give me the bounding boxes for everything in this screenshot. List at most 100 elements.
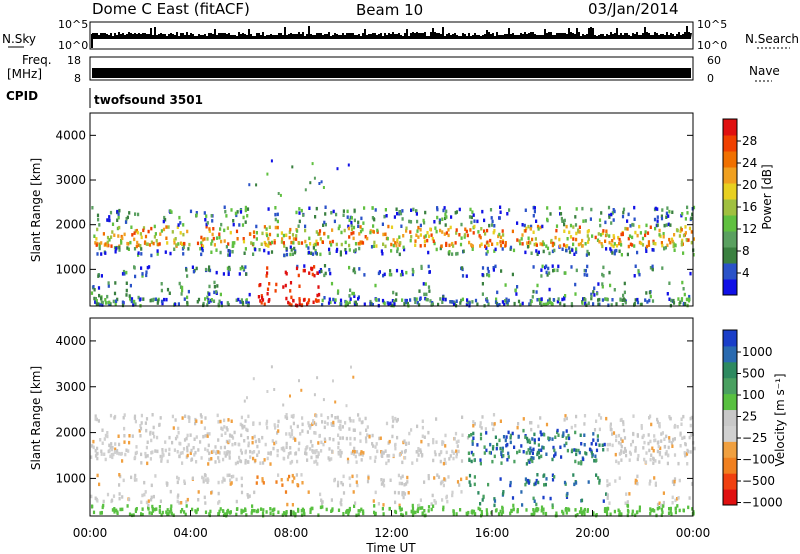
heatmap-cell <box>396 211 399 216</box>
heatmap-cell <box>388 506 391 511</box>
heatmap-cell <box>108 443 111 448</box>
heatmap-cell <box>245 272 248 276</box>
heatmap-cell <box>677 297 680 301</box>
heatmap-cell <box>264 442 267 447</box>
heatmap-cell <box>323 220 326 225</box>
heatmap-cell <box>506 442 509 447</box>
heatmap-cell <box>531 295 534 299</box>
heatmap-cell <box>580 507 583 511</box>
heatmap-cell <box>102 499 105 504</box>
heatmap-cell <box>348 265 351 270</box>
heatmap-cell <box>473 458 476 463</box>
heatmap-cell <box>292 511 295 516</box>
heatmap-cell <box>351 291 354 296</box>
heatmap-cell <box>610 243 613 247</box>
freq-band <box>92 68 691 78</box>
heatmap-cell <box>553 448 556 453</box>
heatmap-cell <box>363 206 366 210</box>
heatmap-cell <box>527 448 530 452</box>
heatmap-cell <box>457 449 460 454</box>
heatmap-cell <box>208 292 211 296</box>
heatmap-cell <box>216 413 219 418</box>
heatmap-cell <box>622 420 625 424</box>
heatmap-cell <box>304 239 307 244</box>
heatmap-cell <box>668 507 671 511</box>
heatmap-cell <box>618 249 621 253</box>
heatmap-cell <box>208 227 211 231</box>
heatmap-cell <box>289 446 292 450</box>
heatmap-cell <box>134 212 137 216</box>
heatmap-cell <box>176 480 179 485</box>
colorbar-segment <box>723 199 737 216</box>
heatmap-cell <box>652 461 655 465</box>
heatmap-cell <box>277 473 280 477</box>
heatmap-cell <box>674 498 677 503</box>
heatmap-cell <box>551 264 554 268</box>
heatmap-cell <box>658 452 661 457</box>
heatmap-cell <box>672 301 676 305</box>
heatmap-cell <box>447 233 450 238</box>
heatmap-cell <box>522 417 525 421</box>
heatmap-cell <box>617 508 620 512</box>
heatmap-cell <box>653 217 657 222</box>
heatmap-cell <box>661 208 664 212</box>
heatmap-cell <box>509 440 512 445</box>
heatmap-cell <box>531 451 534 455</box>
heatmap-cell <box>636 474 639 479</box>
heatmap-cell <box>315 206 318 211</box>
heatmap-cell <box>123 440 126 444</box>
heatmap-cell <box>563 222 566 227</box>
heatmap-cell <box>516 238 519 242</box>
heatmap-cell <box>229 510 232 514</box>
heatmap-cell <box>214 445 217 449</box>
heatmap-cell <box>454 241 457 245</box>
heatmap-cell <box>260 507 263 511</box>
heatmap-cell <box>671 501 674 505</box>
heatmap-cell <box>432 504 435 508</box>
heatmap-cell <box>531 437 534 441</box>
heatmap-cell <box>463 235 466 239</box>
heatmap-cell <box>485 297 488 301</box>
heatmap-cell <box>384 244 387 249</box>
heatmap-cell <box>360 458 363 462</box>
heatmap-cell <box>499 446 502 451</box>
heatmap-cell <box>561 297 564 302</box>
heatmap-cell <box>474 512 477 516</box>
heatmap-cell <box>393 490 397 495</box>
heatmap-cell <box>665 223 668 227</box>
heatmap-cell <box>273 441 276 446</box>
heatmap-cell <box>564 414 567 418</box>
heatmap-cell <box>131 434 134 438</box>
heatmap-cell <box>537 448 541 453</box>
heatmap-cell <box>106 240 109 245</box>
heatmap-cell <box>540 274 543 278</box>
heatmap-cell <box>263 240 266 245</box>
heatmap-cell <box>461 274 465 278</box>
heatmap-cell <box>309 426 312 430</box>
heatmap-cell <box>183 481 186 485</box>
heatmap-cell <box>221 427 224 432</box>
heatmap-cell <box>401 513 404 517</box>
heatmap-cell <box>161 450 164 455</box>
date-label: 03/Jan/2014 <box>588 0 679 18</box>
heatmap-cell <box>152 241 155 246</box>
heatmap-cell <box>563 418 566 422</box>
heatmap-cell <box>137 251 140 255</box>
heatmap-cell <box>374 208 377 212</box>
heatmap-cell <box>289 281 293 285</box>
heatmap-cell <box>349 442 352 446</box>
heatmap-cell <box>540 505 544 509</box>
heatmap-cell <box>202 476 205 481</box>
heatmap-cell <box>510 509 513 513</box>
heatmap-cell <box>610 249 613 253</box>
heatmap-cell <box>575 250 578 254</box>
heatmap-cell <box>239 266 242 271</box>
heatmap-cell <box>211 239 214 243</box>
heatmap-cell <box>565 495 569 499</box>
heatmap-cell <box>350 451 353 455</box>
heatmap-cell <box>339 298 343 303</box>
heatmap-cell <box>346 209 349 214</box>
heatmap-cell <box>620 243 623 247</box>
heatmap-cell <box>220 301 223 305</box>
heatmap-cell <box>283 448 286 453</box>
